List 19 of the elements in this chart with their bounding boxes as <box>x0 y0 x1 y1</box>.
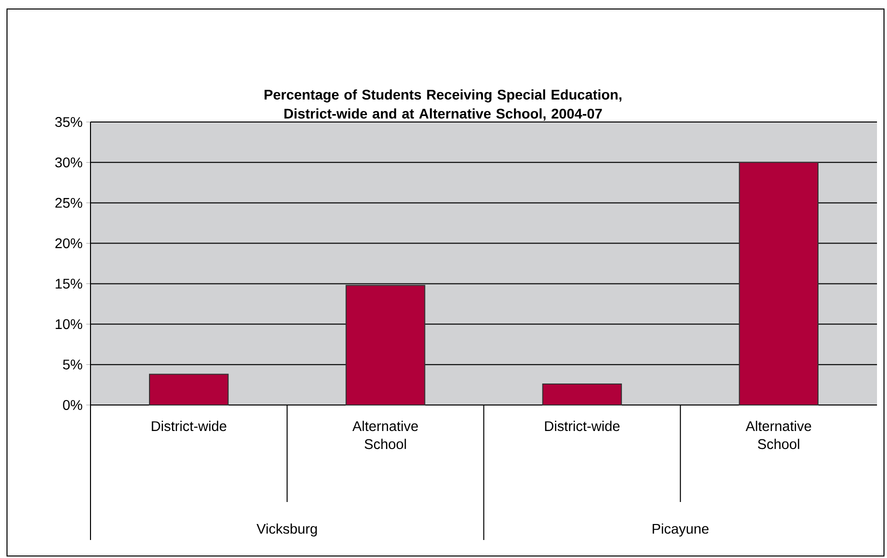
x-tick-label: Alternative School <box>746 420 812 450</box>
y-tick-label: 15% <box>56 278 82 289</box>
x-tick-label: District-wide <box>152 420 226 432</box>
bar <box>542 383 622 406</box>
y-tick-label: 30% <box>55 157 82 168</box>
bar <box>738 162 819 406</box>
y-tick-label: 25% <box>55 198 82 208</box>
y-tick-label: 10% <box>56 319 82 330</box>
bar <box>148 374 229 406</box>
y-tick-label: 0% <box>63 400 82 410</box>
x-tick-label: Alternative School <box>352 420 418 450</box>
y-tick-label: 5% <box>63 360 82 370</box>
y-tick-label: 20% <box>55 238 82 248</box>
text: Vicksburg <box>256 523 317 537</box>
x-tick-label: District-wide <box>545 420 620 432</box>
chart-title: Percentage of Students Receiving Special Education, District-wide and at Alternative School, 2004-07 <box>264 89 622 121</box>
y-tick-label: 35% <box>55 117 82 127</box>
bar <box>346 284 426 406</box>
text: Picayune <box>652 523 709 537</box>
